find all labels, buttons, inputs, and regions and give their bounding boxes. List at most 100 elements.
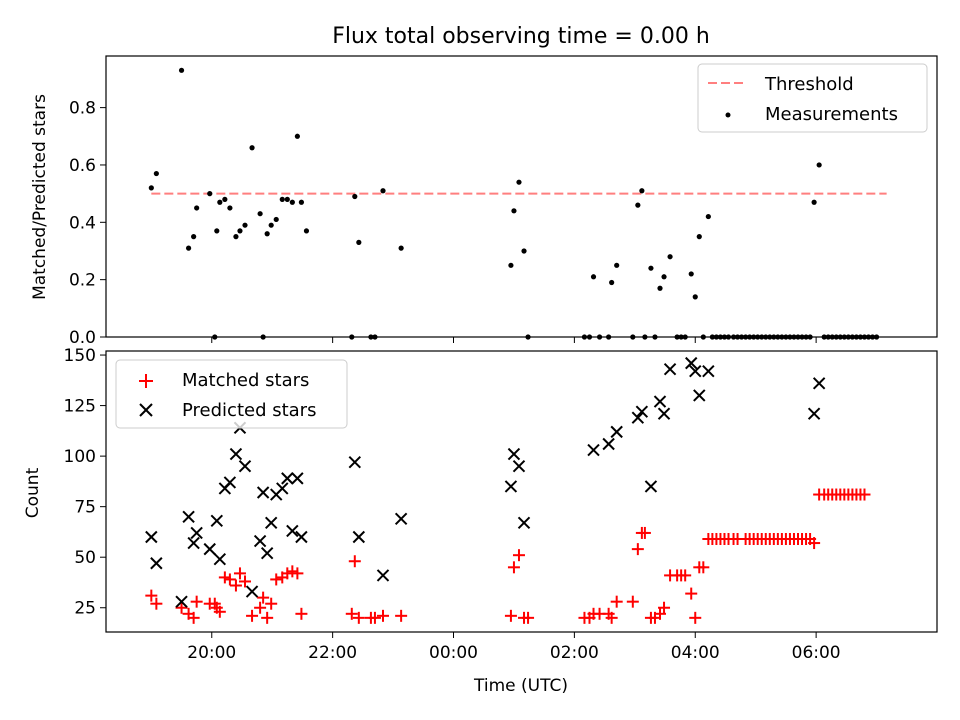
count-y-tick-label: 100 <box>64 447 96 467</box>
measurement-point <box>294 133 300 139</box>
measurement-point <box>212 334 218 340</box>
measurement-point <box>303 228 310 234</box>
measurement-point <box>807 334 813 340</box>
matched-star-point <box>697 561 710 574</box>
measurement-point <box>738 334 745 340</box>
matched-star-point <box>610 595 623 608</box>
matched-star-point <box>150 597 163 610</box>
x-tick-label: 00:00 <box>429 643 478 663</box>
predicted-star-point <box>352 530 366 544</box>
matched-star-point <box>368 611 381 624</box>
measurement-point <box>606 334 612 340</box>
measurement-point <box>214 228 220 234</box>
predicted-star-point <box>210 514 224 528</box>
measurement-point <box>264 231 270 237</box>
measurement-point <box>207 191 213 197</box>
count-y-tick-label: 125 <box>64 397 96 417</box>
predicted-star-point <box>653 395 667 408</box>
predicted-star-point <box>256 486 270 499</box>
matched-star-point <box>213 605 226 618</box>
measurement-point <box>678 334 684 340</box>
ratio-x-ticks <box>211 337 817 343</box>
predicted-star-point <box>512 460 526 473</box>
measurement-point <box>829 334 835 340</box>
predicted-star-point <box>281 472 294 485</box>
measurement-point <box>356 239 362 245</box>
ratio-y-tick-label: 0.6 <box>69 156 96 176</box>
predicted-star-point <box>182 510 195 523</box>
matched-star-point <box>233 567 246 580</box>
matched-star-point <box>270 573 283 586</box>
measurement-point <box>185 245 192 251</box>
measurement-point <box>667 254 673 260</box>
predicted-star-point <box>663 362 677 376</box>
matched-star-point <box>808 537 821 550</box>
measurement-point <box>227 205 233 211</box>
measurement-point <box>652 334 658 340</box>
measurement-point <box>837 334 843 340</box>
measurement-point <box>869 334 876 340</box>
measurement-point <box>242 222 248 228</box>
predicted-star-point <box>602 437 615 451</box>
matched-star-point <box>257 591 270 604</box>
measurement-point <box>845 334 851 340</box>
x-tick-label: 06:00 <box>792 643 841 663</box>
predicted-star-point <box>587 443 600 457</box>
predicted-star-point <box>260 546 274 560</box>
measurement-point <box>508 262 514 268</box>
measurement-point <box>857 334 864 340</box>
measurement-point <box>779 334 785 340</box>
measurement-point <box>709 334 715 340</box>
measurement-point <box>581 334 588 340</box>
predicted-star-point <box>517 516 531 530</box>
legend-measurement-label: Measurements <box>765 104 898 125</box>
measurement-point <box>191 234 197 240</box>
measurement-point <box>816 162 822 168</box>
matched-star-point <box>626 595 639 608</box>
measurement-point <box>648 265 654 271</box>
measurement-point <box>590 274 597 280</box>
matched-star-point <box>605 611 618 624</box>
matched-star-point <box>689 611 702 624</box>
matched-star-point <box>638 526 651 539</box>
measurement-point <box>795 334 801 340</box>
matched-star-point <box>512 549 525 562</box>
measurement-point <box>657 285 663 291</box>
measurement-point <box>279 196 285 202</box>
matched-star-point <box>246 609 259 622</box>
ratio-y-tick-label: 0.0 <box>69 328 96 348</box>
measurement-point <box>849 334 855 340</box>
matched-star-point <box>295 607 308 620</box>
count-legend-box <box>115 359 348 429</box>
x-tick-label: 20:00 <box>187 643 236 663</box>
measurement-point <box>783 334 789 340</box>
matched-star-point <box>223 573 236 586</box>
measurement-point <box>268 222 274 228</box>
measurement-point <box>873 334 880 340</box>
legend-measurement-swatch <box>725 112 731 118</box>
measurement-point <box>511 208 517 214</box>
measurement-point <box>222 196 228 202</box>
measurement-point <box>725 334 732 340</box>
measurement-points <box>148 67 880 340</box>
ratio-legend: Threshold Measurements <box>697 63 928 133</box>
measurement-point <box>763 334 769 340</box>
count-panel: 25 50 75 100 125 150 20:00 22:00 00:00 02:00 04:0… <box>23 346 938 696</box>
measurement-point <box>803 334 809 340</box>
ratio-legend-box <box>697 63 928 133</box>
measurement-point <box>688 271 694 277</box>
predicted-star-point <box>631 411 645 424</box>
measurement-point <box>273 216 279 223</box>
legend-matched-swatch <box>139 374 153 388</box>
measurement-point <box>661 274 667 280</box>
measurement-point <box>696 234 702 240</box>
measurement-point <box>791 334 797 340</box>
predicted-star-point <box>702 365 715 378</box>
matched-star-point <box>858 488 871 501</box>
predicted-star-point <box>286 524 299 538</box>
measurement-point <box>630 334 636 340</box>
predicted-star-point <box>635 405 649 418</box>
measurement-point <box>642 334 648 340</box>
measurement-point <box>700 334 706 340</box>
count-y-tick-label: 150 <box>64 346 96 366</box>
